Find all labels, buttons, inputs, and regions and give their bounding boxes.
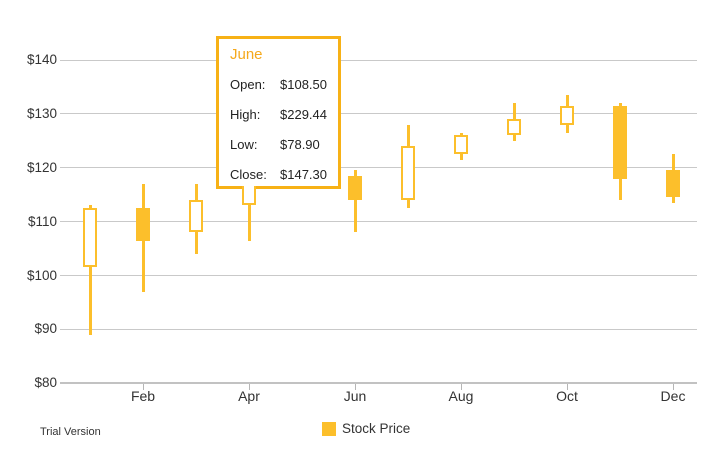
candlestick-jul[interactable]: [401, 146, 415, 201]
candlestick-apr-wick: [247, 186, 251, 241]
tooltip-open-value: $108.50: [280, 77, 327, 92]
tooltip-open-label: Open:: [230, 77, 266, 92]
gridline-110: [60, 221, 697, 223]
candlestick-jun-wick: [353, 170, 357, 233]
gridline-120: [60, 167, 697, 169]
tooltip-row-open: Open: $108.50: [230, 70, 338, 100]
tooltip-row-high: High: $229.44: [230, 100, 338, 130]
tooltip-low-label: Low:: [230, 137, 258, 152]
x-axis-label-jun: Jun: [343, 388, 367, 404]
gridline-100: [60, 275, 697, 277]
tooltip-low-value: $78.90: [280, 137, 320, 152]
tooltip-high-value: $229.44: [280, 107, 327, 122]
y-axis-label-100: $100: [26, 267, 57, 283]
candlestick-aug[interactable]: [454, 135, 468, 155]
tooltip-row-low: Low: $78.90: [230, 130, 338, 160]
candlestick-nov[interactable]: [613, 105, 627, 179]
x-axis-label-dec: Dec: [660, 388, 686, 404]
tooltip-high-label: High:: [230, 107, 261, 122]
gridline-130: [60, 113, 697, 115]
tooltip-row-close: Close: $147.30: [230, 160, 338, 190]
candlestick-dec[interactable]: [666, 170, 680, 198]
x-axis-label-feb: Feb: [130, 388, 156, 404]
y-axis-label-130: $130: [26, 105, 57, 121]
candlestick-mar[interactable]: [189, 200, 203, 233]
candlestick-sep[interactable]: [507, 119, 521, 136]
legend-swatch-icon: [322, 421, 336, 436]
x-axis-label-oct: Oct: [556, 388, 578, 404]
gridline-90: [60, 328, 697, 330]
x-axis-tick-dec: [673, 384, 674, 390]
x-axis-label-aug: Aug: [448, 388, 474, 404]
y-axis-label-120: $120: [26, 159, 57, 175]
x-axis-tick-feb: [143, 384, 144, 390]
x-axis-tick-apr: [249, 384, 250, 390]
candlestick-feb[interactable]: [136, 208, 150, 241]
x-axis-tick-jun: [355, 384, 356, 390]
tooltip-close-label: Close:: [230, 167, 267, 182]
gridline-140: [60, 59, 697, 61]
tooltip-title: June: [230, 46, 263, 63]
candlestick-jan-wick: [88, 205, 92, 335]
legend-item-stock-price[interactable]: Stock Price: [322, 421, 410, 436]
gridline-80: [60, 382, 697, 385]
candlestick-oct[interactable]: [560, 105, 574, 125]
y-axis-label-110: $110: [27, 213, 57, 229]
legend-label: Stock Price: [342, 421, 411, 436]
candlestick-jan[interactable]: [83, 208, 97, 268]
candlestick-jun[interactable]: [348, 175, 362, 201]
candlestick-apr[interactable]: [242, 186, 256, 206]
x-axis-tick-aug: [461, 384, 462, 390]
trial-version-watermark: Trial Version: [40, 426, 101, 438]
tooltip-close-value: $147.30: [280, 167, 327, 182]
y-axis-label-140: $140: [26, 52, 57, 67]
y-axis-label-80: $80: [34, 375, 57, 391]
tooltip: June Open: $108.50 High: $229.44 Low: $7…: [216, 36, 341, 189]
x-axis-tick-oct: [567, 384, 568, 390]
x-axis-label-apr: Apr: [238, 388, 260, 404]
y-axis-label-90: $90: [34, 321, 57, 337]
